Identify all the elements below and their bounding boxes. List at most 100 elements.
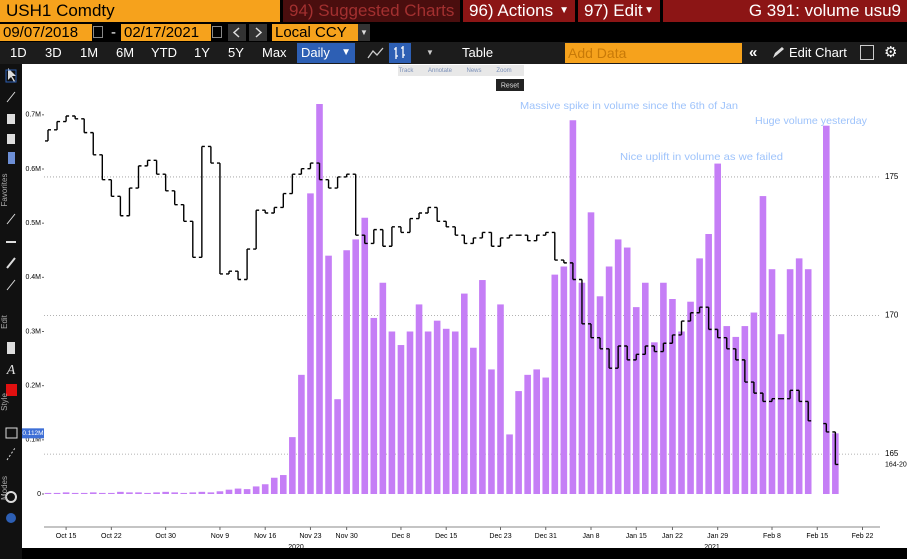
price-bar	[732, 348, 739, 361]
price-bar	[153, 159, 160, 175]
volume-bar	[560, 266, 568, 494]
draw-icon[interactable]	[6, 279, 16, 291]
pointer-icon[interactable]	[8, 68, 16, 82]
volume-bar	[632, 307, 640, 494]
x-tick-label: Feb 8	[763, 533, 781, 540]
y-tick-label: 0.2M	[25, 383, 41, 390]
range-button[interactable]: 1D	[10, 45, 27, 60]
price-bar	[162, 173, 169, 192]
chart: A Favorites Edit Style Modes Reset Track…	[0, 64, 907, 559]
price-bar	[262, 209, 269, 214]
range-button[interactable]: 6M	[116, 45, 135, 60]
collapse-button[interactable]: «	[749, 44, 758, 61]
chart-type-dropdown[interactable]: ▼	[426, 48, 434, 57]
text-icon[interactable]: A	[6, 363, 16, 378]
draw-icon[interactable]	[6, 91, 16, 103]
volume-bar	[515, 391, 522, 494]
last-volume-label: 0.112M	[22, 430, 43, 437]
volume-bar	[388, 331, 396, 494]
price-bar	[253, 209, 260, 250]
volume-bar	[171, 492, 178, 494]
price-bar	[479, 231, 486, 239]
tool-icon[interactable]	[7, 134, 15, 144]
tool-icon[interactable]	[6, 513, 16, 523]
price-bar	[696, 306, 703, 314]
line-chart-icon[interactable]	[365, 43, 387, 63]
y-tick-label: 0.6M	[25, 166, 41, 173]
volume-bar	[198, 491, 206, 494]
draw-icon[interactable]	[6, 447, 16, 461]
tool-icon[interactable]	[5, 491, 17, 503]
edit-menu[interactable]: 97) Edit ▼	[578, 0, 660, 22]
volume-bar	[108, 492, 115, 494]
reset-button[interactable]	[496, 79, 524, 91]
range-button[interactable]: 5Y	[228, 45, 244, 60]
edit-chart-button[interactable]: Edit Chart	[789, 45, 847, 60]
price-bar	[660, 342, 667, 353]
currency-field[interactable]: Local CCY	[272, 24, 358, 41]
price-bar	[597, 336, 604, 350]
y-tick-label: 0.7M	[25, 112, 41, 119]
volume-bar	[144, 492, 151, 494]
tool-icon[interactable]	[5, 427, 18, 439]
volume-bar	[542, 377, 550, 494]
volume-bar	[451, 331, 459, 494]
chart-tool: Zoom	[496, 68, 511, 74]
volume-bar	[415, 304, 423, 494]
last-volume-tag	[22, 428, 44, 439]
volume-bar	[370, 317, 378, 494]
range-button[interactable]: YTD	[151, 45, 177, 60]
tool-icon[interactable]	[7, 114, 15, 124]
x-tick-label: Nov 30	[336, 533, 358, 540]
price-bar	[407, 217, 413, 234]
volume-bar	[189, 492, 197, 494]
currency-dropdown[interactable]: ▼	[358, 24, 370, 41]
price-bar	[524, 234, 531, 242]
x-tick-label: Jan 29	[707, 533, 728, 540]
range-button[interactable]: 1Y	[194, 45, 210, 60]
prev-button[interactable]	[228, 24, 246, 41]
volume-bar	[524, 374, 531, 494]
volume-bar	[433, 320, 441, 494]
price-bar	[307, 162, 314, 170]
draw-icon[interactable]	[6, 213, 16, 225]
trash-icon[interactable]	[7, 342, 15, 354]
edit-icon[interactable]	[860, 45, 874, 60]
volume-bar	[379, 282, 387, 494]
actions-menu[interactable]: 96) Actions ▼	[463, 0, 575, 22]
volume-bar	[696, 258, 703, 494]
range-button[interactable]: 1M	[80, 45, 99, 60]
color-icon[interactable]	[6, 384, 17, 396]
next-button[interactable]	[249, 24, 267, 41]
ticker-field[interactable]: USH1 Comdty	[0, 0, 280, 22]
y2-tick-label: 170	[885, 311, 899, 320]
tool-icon[interactable]	[8, 152, 15, 164]
volume-bar	[298, 374, 305, 494]
range-button[interactable]: 3D	[45, 45, 62, 60]
end-date[interactable]: 02/17/2021	[121, 24, 211, 41]
range-button[interactable]: Max	[262, 45, 287, 60]
price-bar	[144, 159, 151, 167]
add-data-field[interactable]: Add Data	[565, 43, 742, 63]
frequency-button[interactable]: Daily ▼	[297, 43, 355, 63]
price-bar	[470, 237, 477, 245]
x-year-label: 2021	[704, 544, 720, 551]
price-bar	[551, 231, 558, 261]
price-bar	[588, 323, 594, 339]
x-tick-label: Nov 16	[254, 533, 276, 540]
price-bar	[705, 306, 712, 331]
price-bar	[99, 154, 106, 181]
calendar-icon[interactable]	[212, 26, 222, 38]
calendar-icon[interactable]	[93, 26, 103, 38]
start-date[interactable]: 09/07/2018	[0, 24, 92, 41]
suggested-charts[interactable]: 94) Suggested Charts	[283, 0, 460, 22]
price-bar	[615, 345, 622, 369]
y-tick-label: 0	[37, 491, 41, 498]
settings-icon[interactable]: ⚙	[884, 44, 898, 61]
table-button[interactable]: Table	[462, 45, 494, 60]
bar-chart-icon[interactable]	[389, 43, 411, 63]
annotation: Huge volume yesterday	[755, 115, 868, 127]
volume-bar	[225, 489, 233, 494]
line-icon[interactable]	[6, 257, 16, 269]
volume-bar	[207, 492, 215, 494]
